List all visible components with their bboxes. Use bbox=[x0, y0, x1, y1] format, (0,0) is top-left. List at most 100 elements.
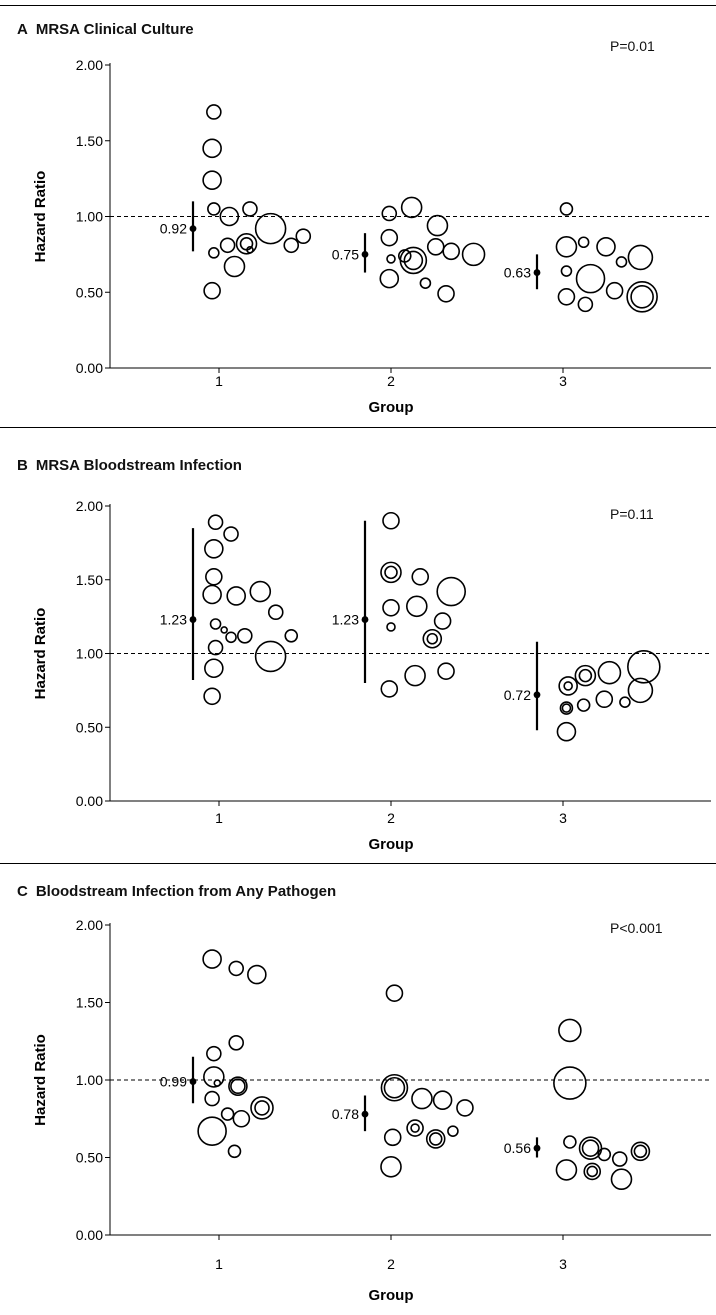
study-bubble bbox=[295, 228, 312, 244]
study-bubble bbox=[283, 237, 300, 254]
study-bubble bbox=[630, 1141, 651, 1162]
study-bubble bbox=[382, 511, 400, 530]
study-bubble bbox=[555, 1159, 578, 1181]
study-bubble bbox=[553, 1066, 587, 1100]
study-bubble bbox=[558, 1018, 582, 1043]
study-bubble bbox=[382, 598, 400, 617]
study-bubble bbox=[576, 698, 591, 712]
y-tick-label: 0.50 bbox=[76, 719, 103, 735]
study-bubble bbox=[204, 658, 224, 679]
study-bubble bbox=[611, 1151, 628, 1167]
study-bubble bbox=[559, 701, 574, 715]
study-bubble bbox=[203, 1066, 225, 1088]
study-bubble bbox=[226, 586, 246, 606]
y-tick-label: 1.50 bbox=[76, 572, 103, 588]
y-tick-label: 0.50 bbox=[76, 284, 103, 300]
y-tick-label: 2.00 bbox=[76, 498, 103, 514]
study-bubble bbox=[556, 721, 577, 742]
study-bubble bbox=[202, 170, 222, 190]
study-bubble bbox=[267, 604, 284, 620]
study-bubble bbox=[425, 1129, 446, 1149]
study-bubble bbox=[404, 664, 426, 687]
study-bubble bbox=[205, 568, 223, 586]
study-bubble-inner bbox=[410, 1123, 420, 1133]
panel-title-text: Bloodstream Infection from Any Pathogen bbox=[35, 883, 337, 900]
study-bubble bbox=[419, 277, 432, 289]
pooled-estimate-dot bbox=[189, 616, 197, 623]
study-bubble bbox=[437, 662, 455, 680]
study-bubble bbox=[597, 660, 622, 685]
panel-letter: C bbox=[17, 883, 28, 900]
study-bubble bbox=[574, 664, 597, 687]
study-bubble bbox=[610, 1168, 633, 1191]
study-bubble-inner bbox=[384, 565, 398, 580]
pooled-estimate-dot bbox=[361, 250, 369, 258]
pooled-estimate-label: 0.99 bbox=[160, 1074, 187, 1090]
study-bubble bbox=[575, 263, 606, 294]
pooled-estimate-dot bbox=[533, 691, 541, 699]
study-bubble bbox=[207, 639, 224, 656]
study-bubble bbox=[254, 640, 287, 673]
x-tick-label: 2 bbox=[387, 810, 395, 826]
study-bubble bbox=[220, 626, 228, 634]
study-bubble bbox=[619, 696, 631, 708]
pooled-estimate-dot bbox=[189, 225, 197, 233]
study-bubble bbox=[228, 960, 244, 977]
p-value: P=0.11 bbox=[610, 506, 654, 522]
study-bubble bbox=[627, 677, 654, 704]
study-bubble bbox=[379, 268, 400, 289]
study-bubble bbox=[406, 1119, 424, 1137]
study-bubble-inner bbox=[561, 703, 572, 713]
study-bubble bbox=[207, 514, 224, 531]
study-bubble bbox=[254, 212, 287, 245]
study-bubble bbox=[204, 1090, 220, 1107]
study-bubble bbox=[208, 247, 220, 259]
panel-divider bbox=[0, 863, 716, 864]
study-bubble bbox=[202, 949, 222, 969]
study-bubble bbox=[383, 1128, 402, 1147]
panel-a: A MRSA Clinical Culture P=0.01 0.00 0.50 1.… bbox=[5, 8, 711, 426]
pooled-estimate-label: 1.23 bbox=[332, 612, 359, 628]
plot-area: 0.00 0.50 1.00 1.50 2.00 1 2 3 Group Hazard Ratio… bbox=[32, 498, 711, 853]
panel-title: C Bloodstream Infection from Any Pathogen bbox=[17, 883, 336, 900]
study-bubble bbox=[227, 1144, 242, 1159]
study-bubble-inner bbox=[403, 250, 424, 271]
study-bubble-inner bbox=[428, 1132, 443, 1146]
study-bubble bbox=[380, 561, 402, 584]
study-bubble bbox=[456, 1099, 474, 1117]
study-bubble bbox=[235, 232, 258, 255]
panel-letter: A bbox=[17, 21, 28, 38]
y-tick-label: 2.00 bbox=[76, 57, 103, 73]
study-bubble-inner bbox=[563, 681, 573, 691]
study-bubble bbox=[583, 1162, 602, 1181]
study-bubble bbox=[203, 687, 221, 706]
study-bubble bbox=[557, 287, 576, 306]
study-bubble bbox=[422, 628, 443, 649]
y-tick-label: 0.00 bbox=[76, 360, 103, 376]
x-tick-label: 1 bbox=[215, 373, 223, 389]
study-bubble bbox=[207, 202, 221, 216]
study-bubble bbox=[223, 255, 246, 278]
study-bubble bbox=[202, 584, 222, 605]
study-bubble bbox=[242, 201, 258, 217]
pooled-estimate-dot bbox=[361, 1110, 369, 1118]
study-bubble-inner bbox=[578, 668, 593, 683]
x-tick-label: 3 bbox=[559, 810, 567, 826]
study-bubble bbox=[385, 984, 404, 1002]
study-bubble bbox=[400, 196, 423, 219]
y-tick-label: 1.00 bbox=[76, 646, 103, 662]
panel-title: A MRSA Clinical Culture bbox=[17, 21, 194, 38]
study-bubble bbox=[247, 964, 267, 985]
pooled-estimate-dot bbox=[361, 616, 369, 623]
y-tick-label: 1.00 bbox=[76, 1072, 103, 1088]
x-tick-label: 1 bbox=[215, 1256, 223, 1272]
study-bubble bbox=[596, 237, 616, 257]
x-axis-label: Group bbox=[369, 399, 414, 416]
pooled-estimate-dot bbox=[533, 269, 541, 276]
study-bubble bbox=[284, 629, 299, 643]
study-bubble bbox=[380, 1073, 409, 1102]
panel-title-text: MRSA Bloodstream Infection bbox=[35, 457, 242, 474]
y-tick-label: 1.00 bbox=[76, 209, 103, 225]
y-tick-label: 0.00 bbox=[76, 1227, 103, 1243]
